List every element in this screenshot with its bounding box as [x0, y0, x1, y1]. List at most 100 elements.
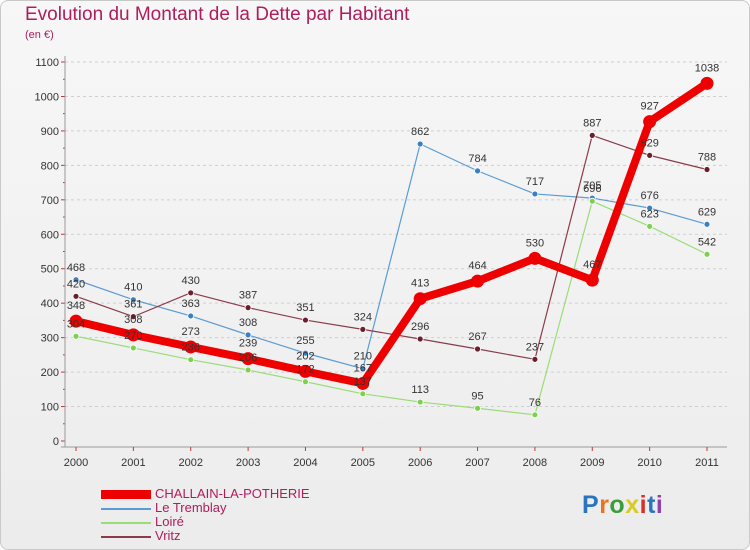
x-tick-label: 2008: [523, 457, 547, 469]
x-tick-label: 2011: [695, 457, 719, 469]
data-label-le-tremblay: 468: [67, 262, 85, 274]
series-line-loir: [75, 200, 708, 416]
y-tick-label: 700: [41, 195, 59, 207]
data-point-le-tremblay: [302, 349, 309, 357]
data-label-challain-la-potherie: 239: [239, 338, 257, 350]
data-label-vritz: 351: [296, 302, 314, 314]
y-tick-label: 100: [41, 402, 59, 414]
data-label-le-tremblay: 363: [182, 298, 200, 310]
data-point-loir: [187, 356, 195, 364]
x-tick-label: 2007: [465, 457, 489, 469]
chart-subtitle: (en €): [25, 29, 54, 41]
data-label-loir: 95: [471, 390, 483, 402]
data-label-le-tremblay: 717: [526, 176, 544, 188]
chart-title: Evolution du Montant de la Dette par Hab…: [25, 4, 410, 25]
legend-label: Vritz: [155, 528, 181, 543]
legend-label: CHALLAIN-LA-POTHERIE: [155, 486, 310, 501]
data-point-le-tremblay: [531, 190, 539, 198]
data-point-vritz: [359, 325, 367, 333]
data-point-challain-la-potherie: [184, 340, 198, 354]
series-line-challain-la-potherie: [72, 79, 711, 388]
data-point-vritz: [416, 335, 424, 343]
x-tick-label: 2006: [408, 457, 432, 469]
data-point-le-tremblay: [646, 204, 654, 212]
data-point-vritz: [72, 292, 80, 300]
data-point-vritz: [187, 289, 195, 297]
data-label-challain-la-potherie: 927: [640, 101, 658, 113]
data-label-challain-la-potherie: 308: [124, 314, 142, 326]
data-label-le-tremblay: 410: [124, 282, 142, 294]
data-label-challain-la-potherie: 413: [411, 278, 429, 290]
data-point-challain-la-potherie: [126, 328, 140, 342]
data-label-vritz: 324: [354, 311, 372, 323]
data-label-loir: 304: [67, 318, 85, 330]
data-label-challain-la-potherie: 464: [468, 260, 486, 272]
x-tick-label: 2005: [351, 457, 375, 469]
logo-letter: t: [647, 491, 656, 519]
data-label-challain-la-potherie: 202: [296, 350, 314, 362]
data-label-vritz: 887: [583, 117, 601, 129]
data-point-vritz: [703, 166, 711, 173]
data-label-loir: 236: [182, 342, 200, 354]
data-point-loir: [703, 250, 711, 258]
logo-letter: r: [599, 491, 610, 519]
y-tick-label: 0: [53, 436, 59, 448]
data-point-vritz: [474, 345, 481, 353]
legend-swatch: [101, 508, 151, 510]
data-point-vritz: [646, 151, 654, 159]
y-tick-label: 1100: [35, 57, 59, 69]
x-tick-label: 2010: [637, 457, 661, 469]
data-label-vritz: 296: [411, 321, 429, 333]
data-point-le-tremblay: [187, 312, 195, 320]
legend-swatch: [101, 490, 151, 499]
data-label-vritz: 361: [124, 299, 142, 311]
data-point-challain-la-potherie: [585, 273, 599, 287]
data-point-le-tremblay: [72, 276, 80, 284]
x-tick-label: 2000: [64, 457, 88, 469]
data-point-le-tremblay: [416, 140, 424, 148]
data-label-loir: 137: [354, 376, 372, 388]
data-label-loir: 696: [583, 183, 601, 195]
data-label-vritz: 829: [640, 137, 658, 149]
data-point-loir: [646, 222, 654, 230]
logo-letter: i: [655, 491, 664, 519]
data-point-challain-la-potherie: [413, 292, 427, 306]
series-line-vritz: [75, 134, 708, 360]
data-label-le-tremblay: 308: [239, 317, 257, 329]
data-point-challain-la-potherie: [69, 314, 83, 328]
logo-letter: i: [639, 491, 648, 519]
data-label-le-tremblay: 784: [468, 153, 486, 165]
data-point-loir: [474, 404, 481, 412]
x-tick-label: 2002: [178, 457, 202, 469]
y-tick-label: 1000: [35, 91, 59, 103]
data-label-challain-la-potherie: 530: [526, 237, 544, 249]
data-point-loir: [72, 332, 80, 340]
data-label-challain-la-potherie: 348: [67, 300, 85, 312]
data-label-le-tremblay: 210: [354, 351, 372, 363]
data-label-loir: 172: [296, 364, 314, 376]
data-point-le-tremblay: [129, 296, 137, 304]
logo-letter: P: [582, 491, 600, 519]
data-point-challain-la-potherie: [356, 376, 370, 390]
data-point-challain-la-potherie: [298, 364, 312, 378]
proxiti-logo: Proxiti: [582, 491, 663, 520]
data-label-vritz: 420: [67, 278, 85, 290]
y-tick-label: 600: [41, 229, 59, 241]
data-point-vritz: [588, 131, 596, 139]
data-point-vritz: [129, 313, 137, 321]
data-point-challain-la-potherie: [643, 115, 657, 129]
data-point-vritz: [531, 355, 539, 363]
data-label-vritz: 267: [468, 331, 486, 343]
logo-letter: o: [609, 491, 626, 519]
data-label-loir: 76: [529, 397, 541, 409]
data-label-loir: 623: [640, 208, 658, 220]
data-point-vritz: [244, 304, 252, 312]
data-point-le-tremblay: [703, 220, 711, 228]
y-tick-label: 500: [41, 264, 59, 276]
data-label-challain-la-potherie: 273: [182, 326, 200, 338]
data-label-loir: 270: [124, 330, 142, 342]
legend-label: Le Tremblay: [155, 500, 227, 515]
x-tick-label: 2004: [293, 457, 317, 469]
